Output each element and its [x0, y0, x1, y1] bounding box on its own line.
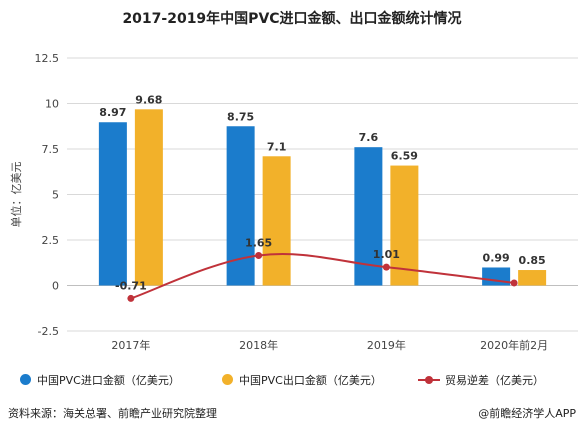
x-tick-label-1: 2018年	[239, 338, 278, 352]
bar-export-2	[390, 165, 419, 286]
x-tick-label-3: 2020年前2月	[480, 338, 548, 352]
y-axis-label: 单位：亿美元	[9, 162, 23, 228]
chart-legend: 中国PVC进口金额（亿美元） 中国PVC出口金额（亿美元） 贸易逆差（亿美元）	[0, 372, 584, 390]
y-tick-label-0: 12.5	[35, 52, 60, 65]
y-tick-label-2: 7.5	[42, 143, 60, 156]
deficit-point-2	[382, 263, 390, 271]
deficit-label-0: -0.71	[115, 279, 147, 292]
bar-export-0	[134, 109, 163, 286]
bar-import-0	[98, 122, 127, 286]
bar-label-export-1: 7.1	[267, 140, 287, 153]
bar-label-export-3: 0.85	[519, 254, 546, 267]
legend-item-export: 中国PVC出口金额（亿美元）	[222, 372, 382, 388]
y-tick-label-3: 5	[52, 189, 59, 202]
brand-credit: @前瞻经济学人APP	[478, 407, 576, 420]
legend-swatch-export	[222, 374, 233, 385]
y-tick-label-4: 2.5	[42, 234, 60, 247]
legend-label-deficit: 贸易逆差（亿美元）	[445, 374, 544, 387]
source-note: 资料来源：海关总署、前瞻产业研究院整理	[8, 407, 217, 420]
deficit-label-1: 1.65	[245, 236, 272, 249]
deficit-point-0	[127, 294, 135, 302]
y-tick-label-1: 10	[45, 98, 59, 111]
deficit-point-3	[510, 279, 518, 287]
bar-label-export-2: 6.59	[391, 150, 418, 163]
bar-label-export-0: 9.68	[135, 93, 162, 106]
bar-label-import-1: 8.75	[227, 110, 254, 123]
bar-label-import-0: 8.97	[99, 106, 126, 119]
legend-label-export: 中国PVC出口金额（亿美元）	[239, 374, 382, 387]
y-tick-label-6: -2.5	[38, 325, 59, 338]
legend-swatch-deficit	[418, 374, 440, 385]
deficit-label-2: 1.01	[373, 248, 400, 261]
bar-label-import-3: 0.99	[483, 251, 510, 264]
legend-swatch-import	[20, 374, 31, 385]
x-tick-label-0: 2017年	[111, 338, 150, 352]
deficit-line	[130, 253, 515, 300]
x-tick-label-2: 2019年	[367, 338, 406, 352]
legend-label-import: 中国PVC进口金额（亿美元）	[37, 374, 180, 387]
legend-item-import: 中国PVC进口金额（亿美元）	[20, 372, 180, 388]
bar-label-import-2: 7.6	[359, 131, 379, 144]
chart-title: 2017-2019年中国PVC进口金额、出口金额统计情况	[122, 11, 462, 27]
y-tick-label-5: 0	[52, 280, 59, 293]
legend-item-deficit: 贸易逆差（亿美元）	[418, 372, 544, 388]
deficit-point-1	[255, 251, 263, 259]
bar-export-1	[262, 156, 291, 286]
bar-export-3	[518, 270, 547, 286]
